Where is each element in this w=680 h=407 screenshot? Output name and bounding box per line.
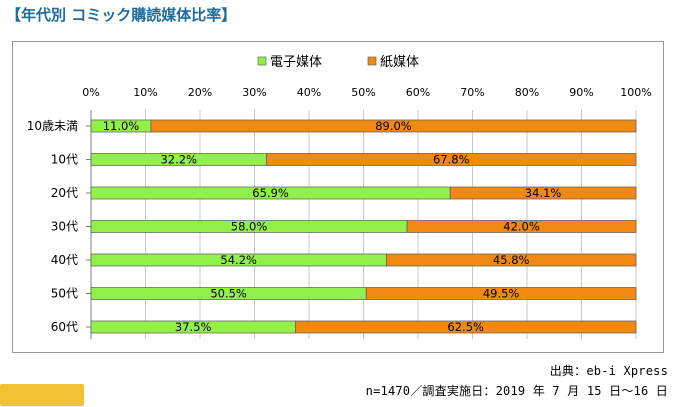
bar-segment [365, 287, 637, 300]
bar-segment [406, 220, 637, 233]
x-tick-label: 30% [242, 86, 266, 99]
data-label: 34.1% [525, 186, 562, 200]
legend-label: 電子媒体 [270, 55, 322, 70]
data-label: 42.0% [503, 220, 540, 234]
data-label: 49.5% [483, 287, 520, 301]
category-label: 50代 [51, 287, 78, 301]
data-label: 89.0% [375, 119, 412, 133]
legend-swatch [257, 56, 267, 66]
data-label: 32.2% [160, 153, 197, 167]
category-label: 40代 [51, 253, 78, 267]
data-label: 45.8% [493, 253, 530, 267]
category-label: 60代 [51, 320, 78, 334]
x-tick-label: 100% [620, 86, 651, 99]
bar-segment [449, 186, 637, 200]
x-tick-label: 90% [569, 86, 593, 99]
x-tick-label: 10% [133, 86, 157, 99]
bar-segment [150, 119, 637, 133]
x-tick-label: 60% [406, 86, 430, 99]
x-tick-label: 50% [351, 86, 375, 99]
category-label: 20代 [51, 186, 78, 200]
data-label: 58.0% [231, 220, 268, 234]
data-label: 50.5% [210, 287, 247, 301]
x-tick-label: 70% [460, 86, 484, 99]
x-tick-label: 80% [515, 86, 539, 99]
chart-title: 【年代別 コミック購読媒体比率】 [6, 6, 237, 24]
data-label: 11.0% [103, 119, 140, 133]
bar-segment [295, 320, 637, 334]
data-label: 65.9% [252, 186, 289, 200]
data-label: 67.8% [433, 153, 470, 167]
x-tick-label: 40% [297, 86, 321, 99]
legend-label: 紙媒体 [380, 55, 419, 70]
category-label: 30代 [51, 220, 78, 234]
legend-swatch [367, 56, 377, 66]
category-label: 10歳未満 [27, 119, 78, 133]
source-text: 出典：eb-i Xpress [549, 364, 668, 378]
data-label: 62.5% [447, 320, 484, 334]
category-label: 10代 [51, 153, 78, 167]
site-logo [0, 384, 84, 406]
x-tick-label: 0% [82, 86, 99, 99]
bar-segment [386, 253, 637, 267]
x-tick-label: 20% [188, 86, 212, 99]
data-label: 54.2% [220, 253, 257, 267]
bar-segment [266, 153, 637, 166]
survey-note: n=1470／調査実施日：2019 年 7 月 15 日～16 日 [365, 384, 668, 398]
data-label: 37.5% [175, 320, 212, 334]
